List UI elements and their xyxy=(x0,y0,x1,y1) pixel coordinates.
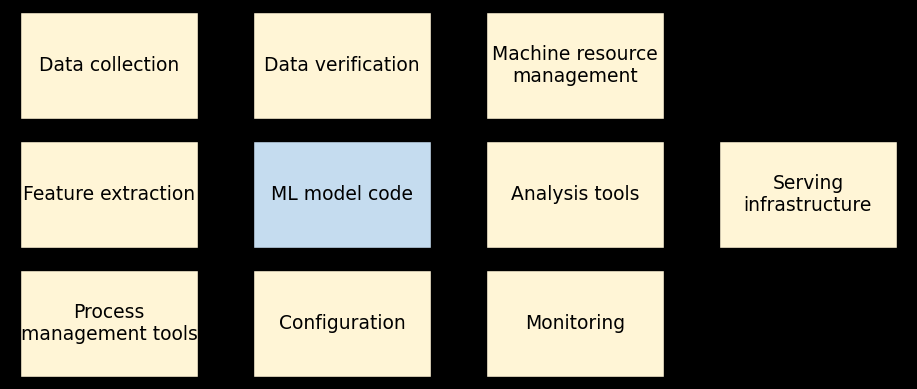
FancyBboxPatch shape xyxy=(20,12,198,119)
FancyBboxPatch shape xyxy=(20,270,198,377)
Text: Serving
infrastructure: Serving infrastructure xyxy=(744,174,872,215)
Text: Analysis tools: Analysis tools xyxy=(511,185,639,204)
Text: ML model code: ML model code xyxy=(271,185,413,204)
Text: Monitoring: Monitoring xyxy=(525,314,625,333)
FancyBboxPatch shape xyxy=(486,141,664,248)
FancyBboxPatch shape xyxy=(253,12,431,119)
Text: Feature extraction: Feature extraction xyxy=(23,185,195,204)
FancyBboxPatch shape xyxy=(486,270,664,377)
Text: Machine resource
management: Machine resource management xyxy=(492,45,657,86)
Text: Process
management tools: Process management tools xyxy=(21,303,197,344)
FancyBboxPatch shape xyxy=(20,141,198,248)
FancyBboxPatch shape xyxy=(253,141,431,248)
Text: Configuration: Configuration xyxy=(279,314,405,333)
Text: Data collection: Data collection xyxy=(39,56,179,75)
FancyBboxPatch shape xyxy=(719,141,897,248)
FancyBboxPatch shape xyxy=(253,270,431,377)
FancyBboxPatch shape xyxy=(486,12,664,119)
Text: Data verification: Data verification xyxy=(264,56,420,75)
